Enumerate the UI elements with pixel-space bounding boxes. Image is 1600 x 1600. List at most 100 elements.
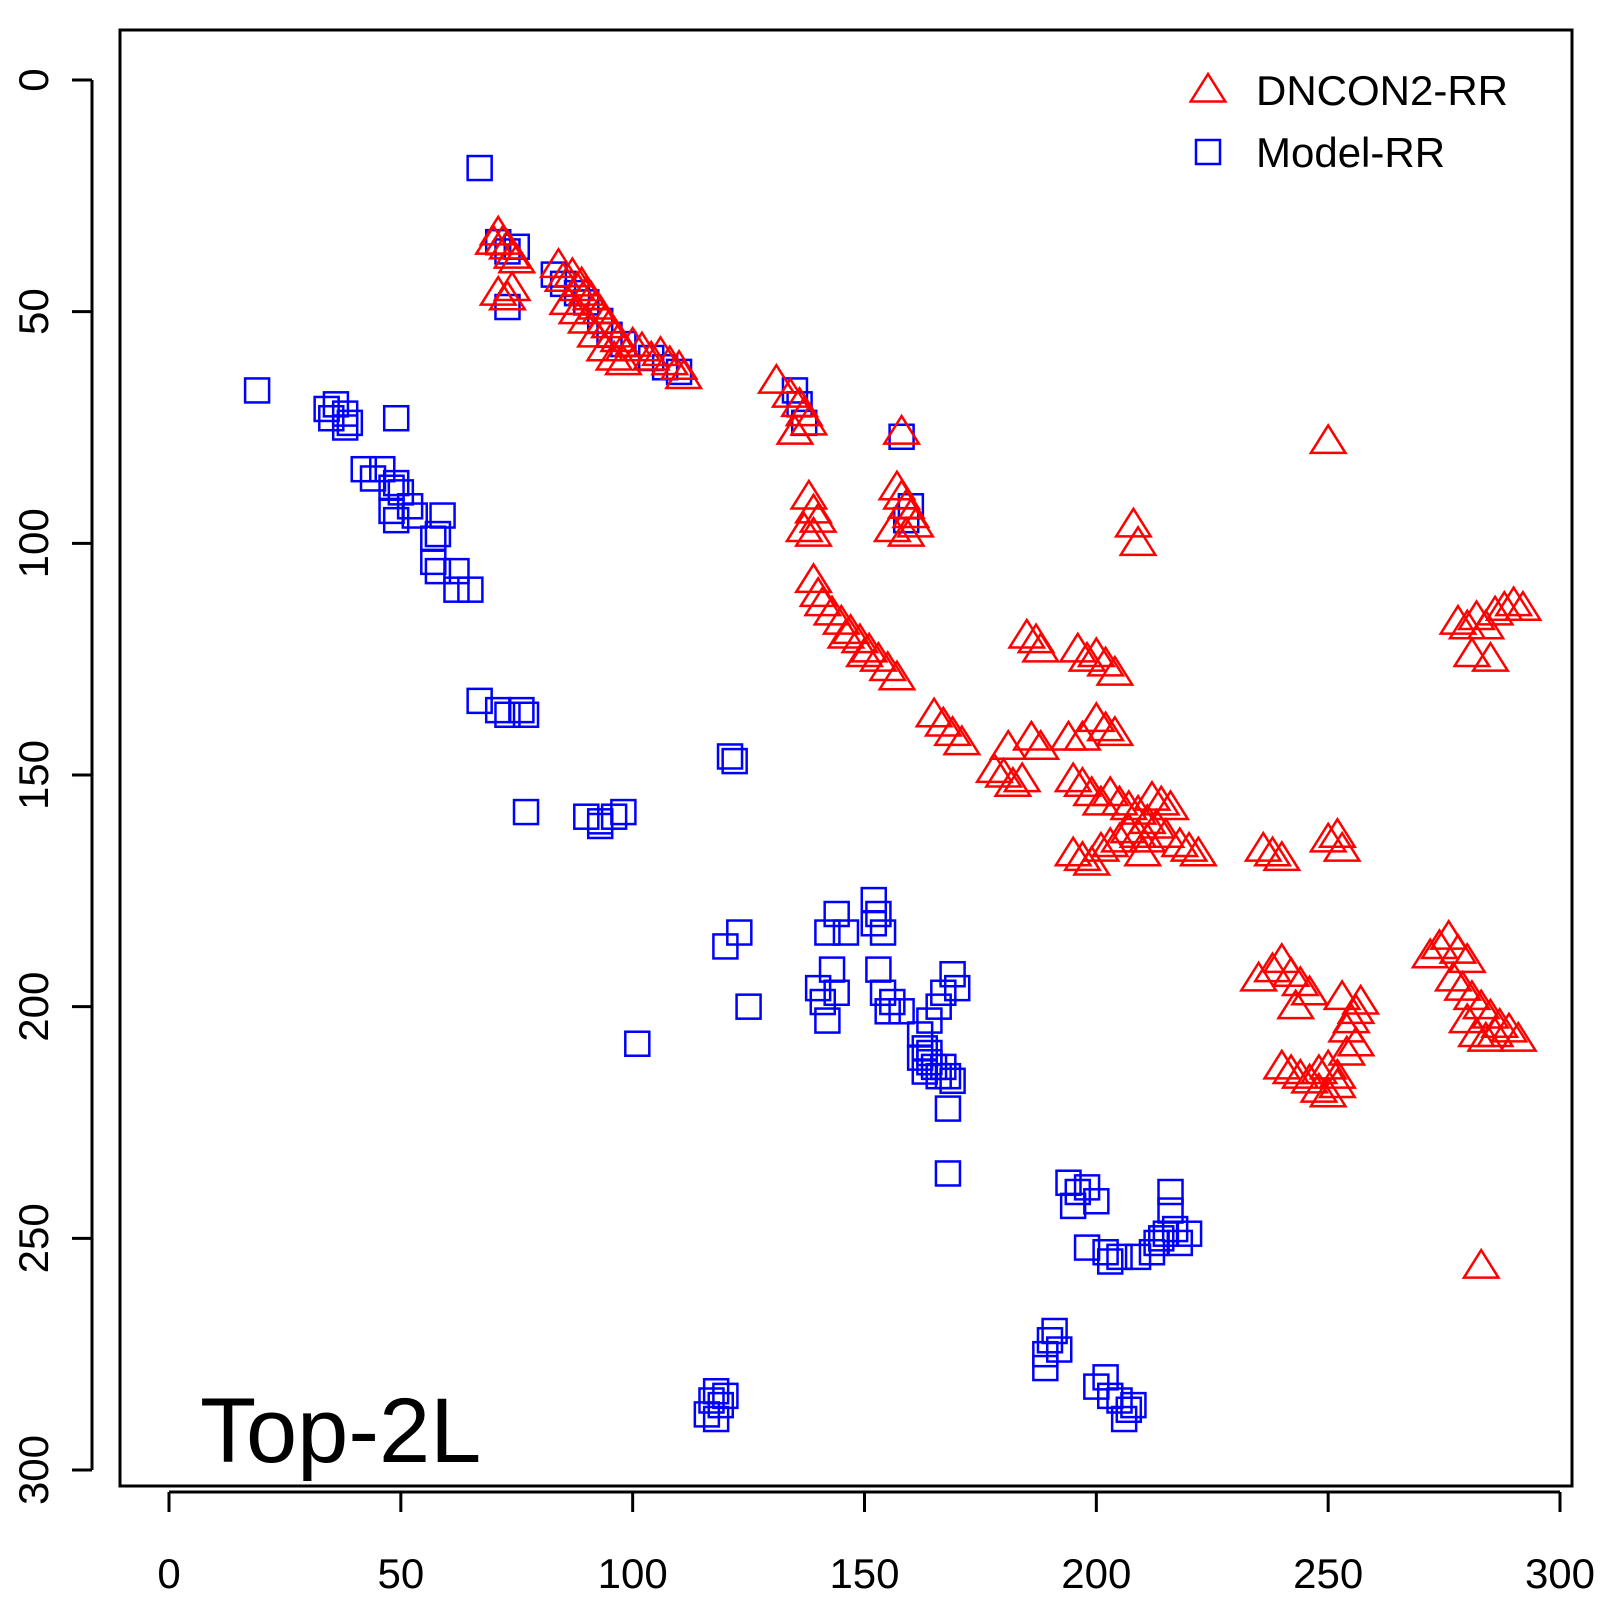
point-square [934, 1095, 962, 1122]
point-square [401, 502, 428, 529]
point-triangle [1475, 1016, 1515, 1048]
point-triangle [858, 640, 898, 672]
point-square [1166, 1229, 1194, 1257]
point-square [396, 493, 424, 520]
point-triangle [1433, 960, 1473, 992]
point-square [1161, 1215, 1189, 1243]
point-triangle [1109, 812, 1149, 844]
point-square [1092, 1364, 1119, 1391]
point-square [818, 956, 846, 983]
point-triangle [933, 714, 973, 747]
point-square [508, 696, 535, 724]
point-triangle [1095, 654, 1135, 686]
point-triangle [1452, 636, 1492, 668]
point-square [600, 803, 628, 830]
legend-square-icon [1194, 138, 1222, 166]
point-triangle [1062, 765, 1102, 798]
point-square [1147, 1225, 1175, 1252]
point-triangle [798, 501, 838, 533]
point-square [726, 919, 753, 946]
point-square [1115, 1396, 1143, 1424]
point-triangle [585, 330, 625, 362]
point-triangle [650, 344, 690, 376]
point-triangle [594, 339, 634, 371]
point-square [466, 687, 493, 715]
x-tick-label: 300 [1525, 1550, 1595, 1597]
point-triangle [1002, 761, 1042, 793]
point-square [860, 910, 888, 937]
point-square [1124, 1243, 1152, 1271]
point-triangle [1317, 1057, 1357, 1089]
point-triangle [821, 603, 861, 635]
point-triangle [877, 659, 917, 691]
point-square [466, 154, 493, 182]
point-square [369, 455, 396, 483]
point-square [457, 576, 484, 603]
point-triangle [1090, 775, 1130, 807]
point-square [888, 998, 915, 1025]
point-square [1120, 1391, 1147, 1419]
chart-annotation: Top-2L [200, 1380, 481, 1482]
point-triangle [1466, 1020, 1506, 1052]
point-triangle [1150, 789, 1191, 821]
x-tick-label: 100 [598, 1550, 668, 1597]
point-square [1138, 1238, 1166, 1266]
point-triangle [1252, 951, 1293, 983]
point-triangle [831, 613, 871, 645]
point-triangle [1271, 1053, 1311, 1085]
point-triangle [1308, 1076, 1348, 1108]
point-square [735, 993, 762, 1020]
point-square [943, 974, 971, 1002]
point-square [387, 479, 415, 506]
point-triangle [942, 724, 982, 756]
point-square [823, 900, 850, 928]
y-tick-label: 300 [10, 1435, 57, 1505]
point-square [707, 1391, 735, 1419]
point-triangle [1076, 701, 1116, 733]
point-triangle [640, 335, 681, 367]
legend: DNCON2-RR Model-RR [1188, 67, 1508, 176]
point-triangle [1438, 603, 1478, 635]
point-triangle [1067, 640, 1107, 672]
point-square [804, 974, 832, 1002]
point-square [336, 409, 364, 437]
point-triangle [557, 293, 597, 325]
point-triangle [775, 413, 815, 445]
point-triangle [1127, 821, 1167, 853]
point-square [512, 701, 540, 729]
point-triangle [1090, 826, 1130, 858]
point-square [331, 400, 359, 427]
point-square [869, 919, 897, 946]
point-triangle [812, 594, 852, 626]
point-triangle [1438, 932, 1478, 964]
point-square [809, 988, 837, 1016]
point-triangle [756, 362, 796, 394]
point-triangle [1243, 830, 1283, 862]
point-triangle [1262, 840, 1302, 872]
x-tick-label: 50 [377, 1550, 424, 1597]
x-tick-label: 250 [1293, 1550, 1363, 1597]
point-triangle [882, 413, 922, 445]
point-square [313, 395, 340, 423]
point-square [443, 576, 470, 603]
point-square [424, 520, 452, 548]
point-triangle [1452, 979, 1492, 1011]
y-axis: 0 50 100 150 200 250 300 [10, 68, 94, 1505]
legend-triangle-icon [1188, 71, 1228, 103]
point-triangle [914, 696, 954, 728]
point-square [1059, 1192, 1087, 1220]
point-triangle [1095, 714, 1135, 747]
point-triangle [478, 274, 518, 306]
point-triangle [1290, 974, 1330, 1006]
point-square [712, 933, 739, 960]
point-triangle [1132, 779, 1172, 811]
point-square [586, 812, 614, 840]
point-triangle [1239, 960, 1279, 992]
point-triangle [1410, 937, 1450, 969]
point-square [1083, 1188, 1110, 1215]
point-triangle [631, 339, 671, 371]
point-triangle [840, 622, 880, 654]
point-triangle [895, 506, 936, 538]
point-triangle [1118, 524, 1158, 557]
